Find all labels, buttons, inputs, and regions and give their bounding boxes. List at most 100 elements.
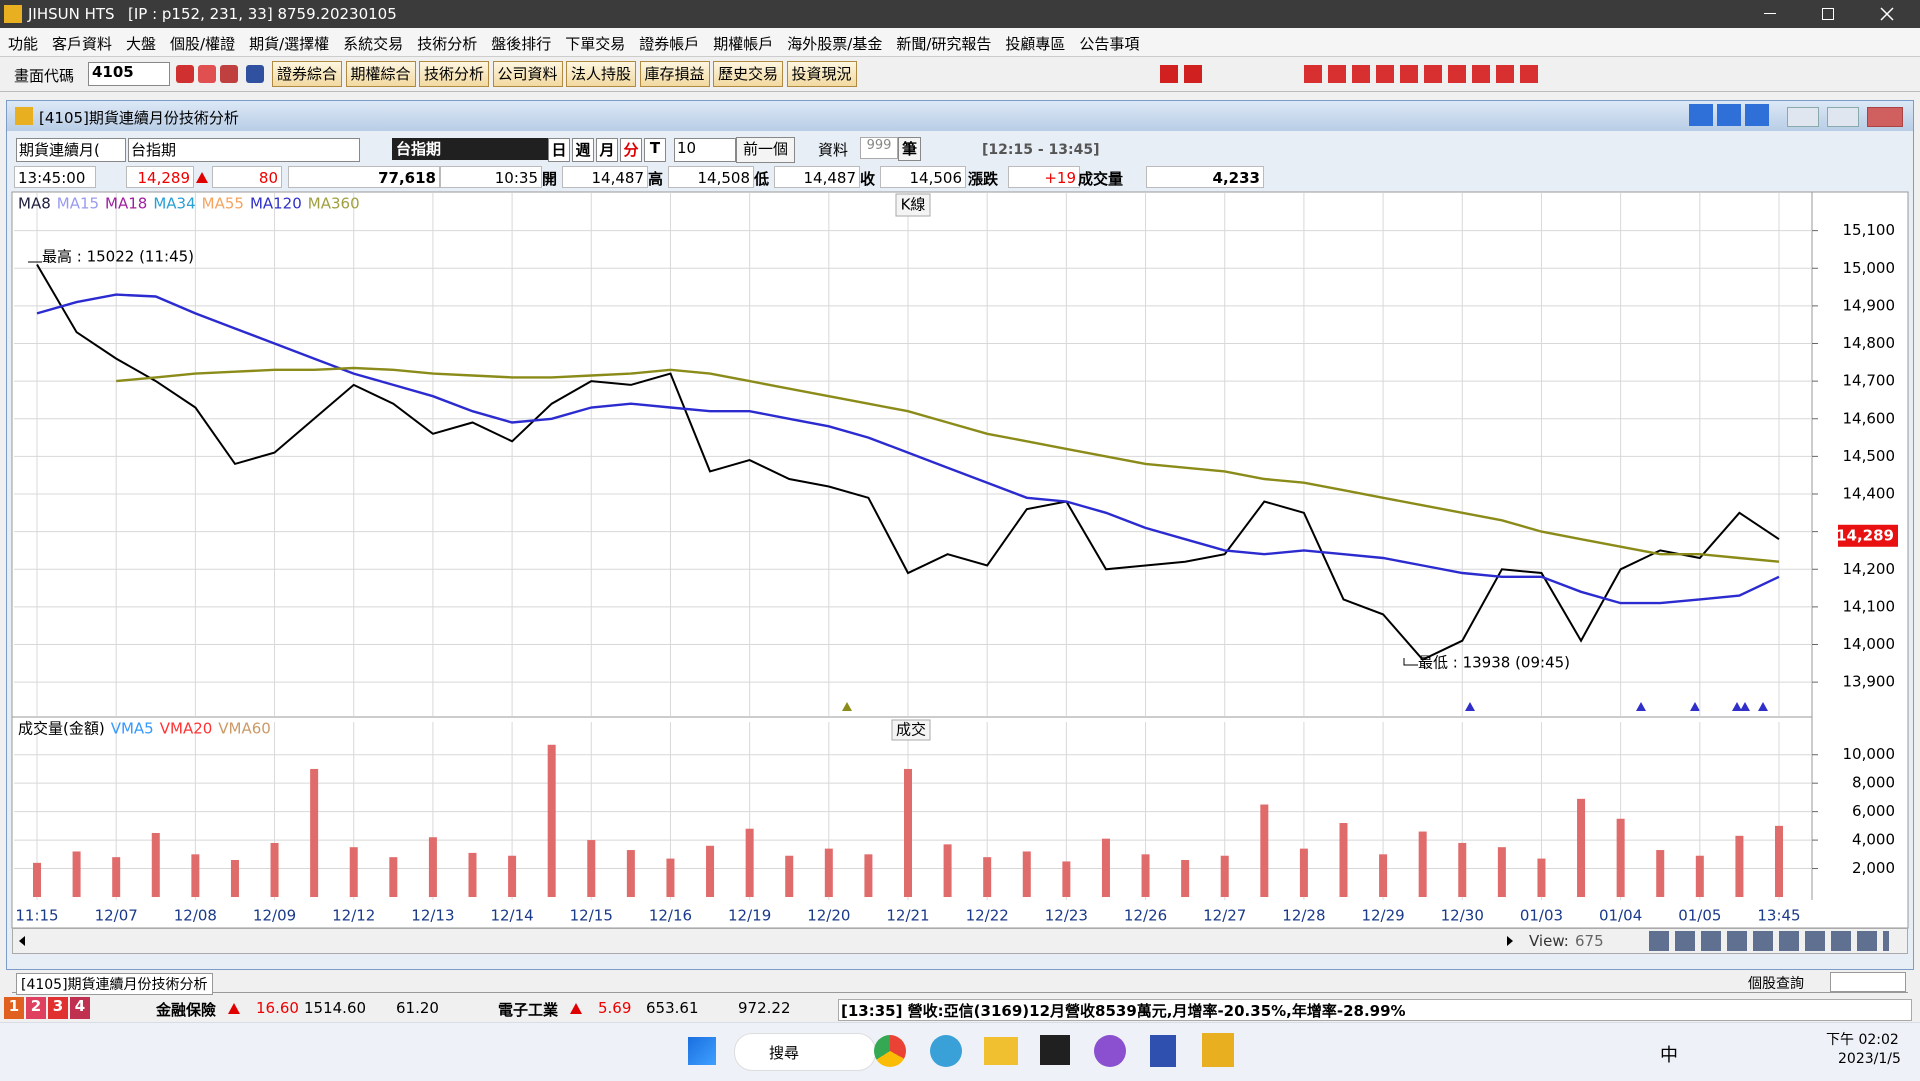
menu-item[interactable]: 期貨/選擇權: [249, 35, 330, 53]
tool-icons[interactable]: [1304, 65, 1544, 83]
code-value: 4105: [92, 63, 134, 81]
clock-date: 2023/1/5: [1838, 1051, 1901, 1067]
period-button[interactable]: 週: [572, 138, 594, 162]
page-button[interactable]: 1: [4, 997, 24, 1019]
menu-item[interactable]: 功能: [8, 35, 39, 53]
volume-bar: [587, 840, 596, 897]
volume-bar: [864, 854, 873, 897]
period-button[interactable]: T: [644, 138, 666, 162]
unit-button[interactable]: 筆: [898, 137, 922, 161]
product-select[interactable]: 台指期: [128, 138, 360, 162]
app-icon[interactable]: [1094, 1035, 1126, 1067]
count-input[interactable]: 999: [860, 137, 898, 159]
search-box[interactable]: 搜尋: [734, 1033, 876, 1071]
chrome-icon[interactable]: [874, 1035, 906, 1067]
toolbar-button[interactable]: 公司資料: [492, 61, 563, 87]
tool-icon[interactable]: [176, 65, 194, 83]
view-tools[interactable]: [1649, 931, 1889, 951]
prev-button[interactable]: 前一個: [736, 137, 796, 163]
page-button[interactable]: 3: [48, 997, 68, 1019]
volume-bar: [270, 842, 279, 897]
code-input[interactable]: 4105: [88, 62, 170, 86]
folder-icon[interactable]: [984, 1037, 1018, 1065]
menu-item[interactable]: 個股/權證: [170, 35, 236, 53]
x-tick-label: 12/09: [253, 907, 296, 925]
menu-item[interactable]: 投顧專區: [1005, 35, 1066, 53]
panel-close[interactable]: [1867, 107, 1903, 127]
product-name: 台指期: [392, 138, 548, 160]
x-tick-label: 12/27: [1203, 907, 1246, 925]
page-button[interactable]: 4: [70, 997, 90, 1019]
clock-time: 下午 02:02: [1826, 1032, 1899, 1048]
scroll-right[interactable]: [1505, 935, 1515, 947]
app-icon[interactable]: [1150, 1035, 1176, 1067]
maximize[interactable]: [1822, 8, 1834, 20]
toolbar-button[interactable]: 歷史交易: [713, 61, 784, 87]
toolbar-button[interactable]: 技術分析: [419, 61, 490, 87]
panel-button[interactable]: [1717, 104, 1741, 126]
scroll-left[interactable]: [17, 935, 27, 947]
menu-item[interactable]: 下單交易: [565, 35, 626, 53]
legend-item: MA18: [105, 195, 147, 213]
tool-icon[interactable]: [220, 65, 238, 83]
panel-restore[interactable]: [1827, 107, 1859, 127]
up-arrow: [196, 172, 208, 183]
menu-item[interactable]: 系統交易: [343, 35, 404, 53]
legend-item: VMA20: [160, 720, 213, 738]
interval-select[interactable]: 10: [674, 138, 736, 162]
period-button[interactable]: 日: [548, 138, 570, 162]
last-price-box: [1838, 524, 1898, 547]
toolbar-button[interactable]: 庫存損益: [639, 61, 710, 87]
x-tick-label: 12/19: [728, 907, 771, 925]
menu-item[interactable]: 技術分析: [417, 35, 478, 53]
tool-icon[interactable]: [1160, 65, 1178, 83]
hts-icon[interactable]: [1202, 1033, 1234, 1067]
scrollbar[interactable]: View: 675: [12, 928, 1908, 954]
y-tick-label: 14,900: [1843, 296, 1896, 314]
menu-item[interactable]: 海外股票/基金: [787, 35, 883, 53]
sector-change: 16.60: [256, 999, 299, 1017]
start-button[interactable]: [688, 1037, 716, 1065]
menu-item[interactable]: 新聞/研究報告: [896, 35, 992, 53]
panel-button[interactable]: [1745, 104, 1769, 126]
app-icon[interactable]: [1040, 1035, 1070, 1065]
vol-value: 4,233: [1146, 166, 1264, 188]
page-button[interactable]: 2: [26, 997, 46, 1019]
y-tick-label: 10,000: [1843, 745, 1896, 763]
menu-item[interactable]: 大盤: [126, 35, 157, 53]
close[interactable]: [1880, 7, 1894, 21]
period-button[interactable]: 月: [596, 138, 618, 162]
legend-item: VMA5: [111, 720, 154, 738]
legend-item: MA360: [308, 195, 360, 213]
status-bar: 1 2 3 4 金融保險 16.60 1514.60 61.20 電子工業 5.69 653.61 9…: [0, 996, 1920, 1021]
tool-icon[interactable]: [1184, 65, 1202, 83]
y-tick-label: 14,500: [1843, 447, 1896, 465]
signal-marker: [842, 702, 852, 711]
market-select[interactable]: 期貨連續月(: [16, 138, 126, 162]
menu-item[interactable]: 盤後排行: [491, 35, 552, 53]
ime-indicator[interactable]: 中: [1660, 1045, 1678, 1066]
period-button[interactable]: 分: [620, 138, 642, 162]
toolbar-button[interactable]: 法人持股: [566, 61, 637, 87]
tool-icon[interactable]: [246, 65, 264, 83]
panel-minimize[interactable]: [1787, 107, 1819, 127]
stock-search-input[interactable]: [1830, 972, 1906, 992]
toolbar-button[interactable]: 投資現況: [786, 61, 857, 87]
toolbar-button[interactable]: 期權綜合: [345, 61, 416, 87]
price-line: [116, 366, 1780, 563]
toolbar-button[interactable]: 證券綜合: [272, 61, 343, 87]
panel-button[interactable]: [1689, 104, 1713, 126]
sector-value: 972.22: [738, 999, 791, 1017]
tab-active[interactable]: [4105]期貨連續月份技術分析: [16, 973, 213, 995]
chart: 11:15 12/07 12/08 12/09 12/12 12/13 12/14 12/15…: [11, 191, 1909, 929]
menu-item[interactable]: 期權帳戶: [713, 35, 774, 53]
tool-icon[interactable]: [198, 65, 216, 83]
minimize[interactable]: [1764, 13, 1776, 14]
menu-item[interactable]: 證券帳戶: [639, 35, 700, 53]
menu-item[interactable]: 公告事項: [1079, 35, 1140, 53]
legend-item: VMA60: [218, 720, 271, 738]
diff-value: +19: [1008, 166, 1080, 188]
menu-item[interactable]: 客戶資料: [52, 35, 113, 53]
x-tick-label: 12/22: [966, 907, 1009, 925]
app-icon[interactable]: [930, 1035, 962, 1067]
